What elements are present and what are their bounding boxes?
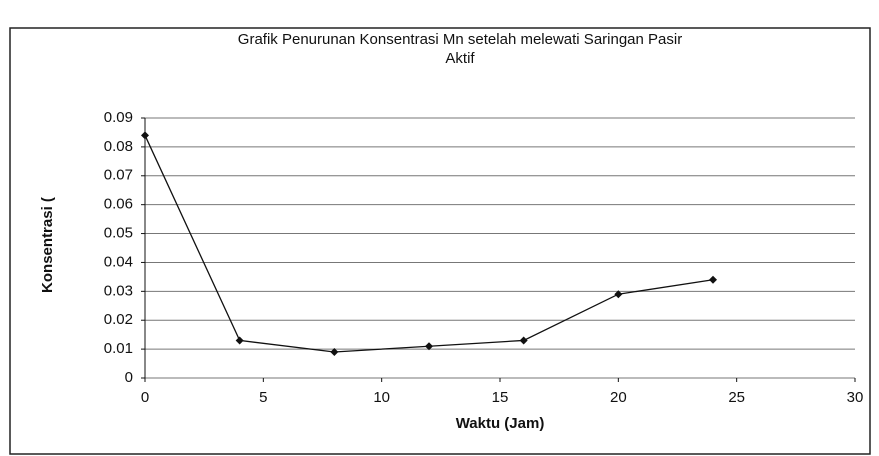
data-line [144, 135, 714, 353]
data-point [330, 348, 339, 356]
y-tick-label: 0.07 [104, 167, 133, 184]
y-tick-label: 0.08 [104, 138, 133, 155]
x-axis-label: Waktu (Jam) [456, 415, 545, 432]
x-tick-label: 25 [728, 389, 745, 406]
y-tick-label: 0 [125, 369, 133, 386]
y-tick-label: 0.01 [104, 340, 133, 357]
y-tick-label: 0.06 [104, 196, 133, 213]
x-tick-label: 10 [373, 389, 390, 406]
y-tick-label: 0.09 [104, 109, 133, 126]
y-tick-label: 0.04 [104, 253, 133, 270]
y-axis-label: Konsentrasi ( [39, 197, 56, 293]
y-tick-label: 0.03 [104, 282, 133, 299]
x-tick-label: 15 [492, 389, 509, 406]
chart-title: Aktif [445, 50, 475, 67]
data-point [614, 290, 623, 299]
x-tick-label: 0 [141, 389, 149, 406]
data-point [519, 336, 528, 345]
y-tick-label: 0.05 [104, 225, 133, 242]
data-point [235, 336, 244, 345]
data-point [141, 131, 149, 140]
x-tick-label: 30 [847, 389, 864, 406]
chart-title: Grafik Penurunan Konsentrasi Mn setelah … [238, 31, 682, 48]
y-tick-label: 0.02 [104, 311, 133, 328]
x-tick-label: 20 [610, 389, 627, 406]
chart-border [9, 27, 871, 455]
x-tick-label: 5 [259, 389, 267, 406]
data-point [709, 275, 717, 284]
data-point [425, 342, 433, 351]
